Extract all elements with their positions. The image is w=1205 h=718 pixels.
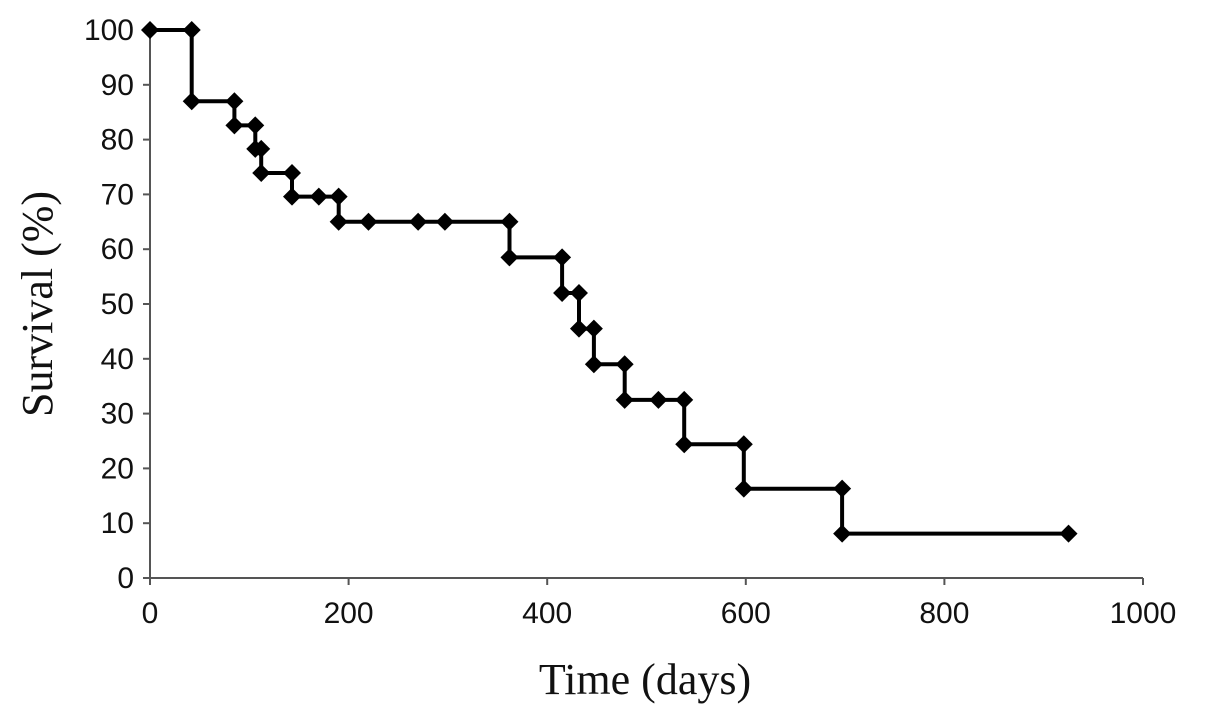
- data-point-marker: [649, 390, 668, 409]
- data-point-marker: [1059, 524, 1078, 543]
- data-point-marker: [500, 212, 519, 231]
- data-point-marker: [553, 248, 572, 267]
- series-layer: [141, 21, 1078, 543]
- data-point-marker: [282, 187, 301, 206]
- data-point-marker: [359, 212, 378, 231]
- data-point-marker: [282, 164, 301, 183]
- x-tick-label: 0: [142, 597, 159, 630]
- data-point-marker: [833, 479, 852, 498]
- x-tick-label: 200: [324, 597, 374, 630]
- y-tick-label: 50: [101, 288, 134, 321]
- data-point-marker: [675, 390, 694, 409]
- data-point-marker: [833, 524, 852, 543]
- y-tick-label: 30: [101, 398, 134, 431]
- data-point-marker: [569, 284, 588, 303]
- y-axis-title: Survival (%): [13, 191, 62, 417]
- data-point-marker: [225, 116, 244, 135]
- data-point-marker: [409, 212, 428, 231]
- data-point-marker: [182, 21, 201, 39]
- y-tick-label: 10: [101, 507, 134, 540]
- data-point-marker: [569, 319, 588, 338]
- y-tick-label: 40: [101, 343, 134, 376]
- data-point-marker: [615, 355, 634, 374]
- data-point-marker: [734, 435, 753, 454]
- x-tick-label: 600: [721, 597, 771, 630]
- y-tick-label: 20: [101, 452, 134, 485]
- data-point-marker: [615, 390, 634, 409]
- data-point-marker: [141, 21, 159, 39]
- x-tick-label: 800: [919, 597, 969, 630]
- data-point-marker: [309, 187, 328, 206]
- x-axis-title: Time (days): [539, 655, 751, 704]
- data-point-marker: [329, 212, 348, 231]
- survival-step-line: [150, 28, 1069, 536]
- y-tick-label: 70: [101, 178, 134, 211]
- data-point-marker: [675, 435, 694, 454]
- data-point-marker: [225, 92, 244, 111]
- y-axis-ticks: 0 10 20 30 40 50 60 70 80 90 100: [84, 14, 150, 595]
- x-axis-ticks: 0 200 400 600 800 1000: [142, 578, 1177, 630]
- data-point-marker: [252, 139, 271, 158]
- data-point-marker: [246, 116, 265, 135]
- data-point-marker: [734, 479, 753, 498]
- y-tick-label: 0: [117, 562, 134, 595]
- data-point-marker: [584, 355, 603, 374]
- data-point-marker: [584, 319, 603, 338]
- data-point-marker: [182, 92, 201, 111]
- y-tick-label: 100: [84, 14, 134, 47]
- data-point-marker: [329, 187, 348, 206]
- data-point-marker: [435, 212, 454, 231]
- data-point-marker: [553, 284, 572, 303]
- y-tick-label: 90: [101, 69, 134, 102]
- x-tick-label: 400: [522, 597, 572, 630]
- y-tick-label: 60: [101, 233, 134, 266]
- data-point-marker: [500, 248, 519, 267]
- y-tick-label: 80: [101, 124, 134, 157]
- data-point-marker: [252, 164, 271, 183]
- x-tick-label: 1000: [1110, 597, 1177, 630]
